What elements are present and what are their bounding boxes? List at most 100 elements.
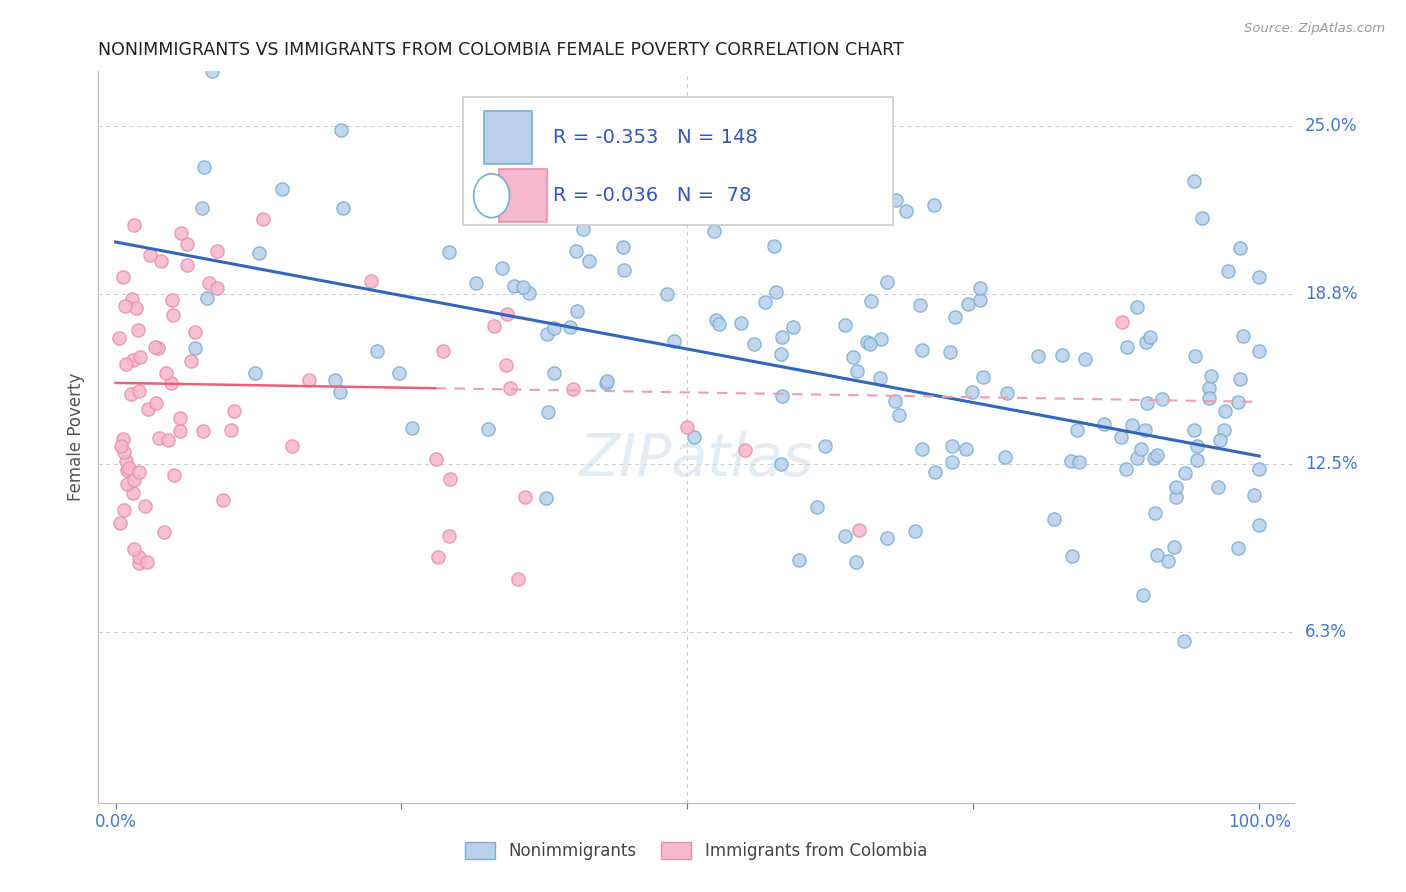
Bar	[485, 111, 533, 163]
Text: ZIPatłas: ZIPatłas	[579, 431, 813, 488]
Point	[613, 263, 636, 277]
Point	[922, 198, 945, 212]
Point	[432, 343, 454, 358]
Point	[1146, 548, 1168, 562]
Point	[112, 445, 135, 459]
Point	[904, 524, 927, 538]
Point	[911, 343, 934, 357]
Point	[1026, 349, 1049, 363]
Point	[787, 553, 810, 567]
Point	[1198, 381, 1220, 395]
Point	[770, 457, 793, 471]
Point	[972, 370, 994, 384]
Point	[1126, 300, 1149, 314]
Point	[1182, 423, 1205, 437]
Point	[956, 296, 979, 310]
Point	[195, 291, 218, 305]
Text: NONIMMIGRANTS VS IMMIGRANTS FROM COLOMBIA FEMALE POVERTY CORRELATION CHART: NONIMMIGRANTS VS IMMIGRANTS FROM COLOMBI…	[98, 41, 904, 59]
Point	[1185, 439, 1208, 453]
Point	[162, 308, 184, 322]
Point	[505, 173, 527, 187]
Point	[439, 245, 461, 260]
Point	[1209, 433, 1232, 447]
Point	[1249, 462, 1271, 476]
Point	[595, 376, 617, 390]
Point	[330, 123, 353, 137]
Point	[477, 422, 499, 436]
Point	[683, 429, 706, 443]
Point	[664, 334, 686, 348]
Point	[941, 455, 963, 469]
Point	[1116, 340, 1139, 354]
Point	[884, 394, 907, 409]
Point	[734, 443, 756, 458]
Point	[962, 385, 984, 400]
Text: R = -0.036   N =  78: R = -0.036 N = 78	[553, 186, 751, 205]
Point	[128, 465, 150, 479]
Point	[526, 206, 548, 220]
Point	[243, 366, 266, 380]
Point	[143, 340, 166, 354]
Point	[482, 161, 505, 176]
Point	[176, 236, 198, 251]
Point	[297, 373, 319, 387]
Point	[782, 319, 804, 334]
Point	[115, 477, 138, 491]
Point	[193, 160, 215, 174]
Point	[702, 224, 724, 238]
Point	[128, 350, 150, 364]
Point	[1157, 554, 1180, 568]
Ellipse shape	[474, 174, 509, 218]
Point	[110, 439, 132, 453]
Point	[596, 374, 619, 388]
Point	[994, 450, 1017, 464]
Point	[1229, 372, 1251, 386]
Point	[612, 240, 634, 254]
Point	[770, 330, 793, 344]
Point	[558, 320, 581, 334]
Point	[1229, 241, 1251, 255]
Point	[534, 172, 557, 186]
Point	[495, 358, 517, 372]
Point	[169, 424, 191, 438]
Point	[534, 491, 557, 505]
Point	[1143, 451, 1166, 466]
Point	[1146, 448, 1168, 462]
Point	[1213, 423, 1236, 437]
Point	[496, 307, 519, 321]
Point	[465, 276, 488, 290]
Point	[845, 555, 868, 569]
Point	[1126, 451, 1149, 466]
Point	[112, 432, 135, 446]
Point	[366, 343, 388, 358]
Point	[943, 310, 966, 324]
Point	[191, 201, 214, 215]
Point	[271, 182, 294, 196]
Point	[517, 285, 540, 300]
Point	[1152, 392, 1174, 406]
Point	[730, 316, 752, 330]
Point	[754, 295, 776, 310]
Point	[806, 500, 828, 514]
Point	[762, 239, 785, 253]
Point	[1111, 430, 1133, 444]
Point	[1066, 423, 1088, 437]
Point	[1060, 549, 1083, 564]
Point	[543, 366, 565, 380]
Point	[565, 303, 588, 318]
Point	[112, 503, 135, 517]
Point	[219, 423, 242, 437]
Point	[388, 367, 411, 381]
Text: 12.5%: 12.5%	[1305, 455, 1357, 473]
Point	[122, 542, 145, 557]
Point	[224, 404, 246, 418]
Point	[1227, 395, 1250, 409]
Point	[329, 384, 352, 399]
Point	[1130, 442, 1153, 456]
Point	[163, 468, 186, 483]
Point	[280, 439, 302, 453]
Point	[860, 293, 883, 308]
Point	[169, 410, 191, 425]
Point	[1164, 480, 1187, 494]
Point	[1185, 453, 1208, 467]
